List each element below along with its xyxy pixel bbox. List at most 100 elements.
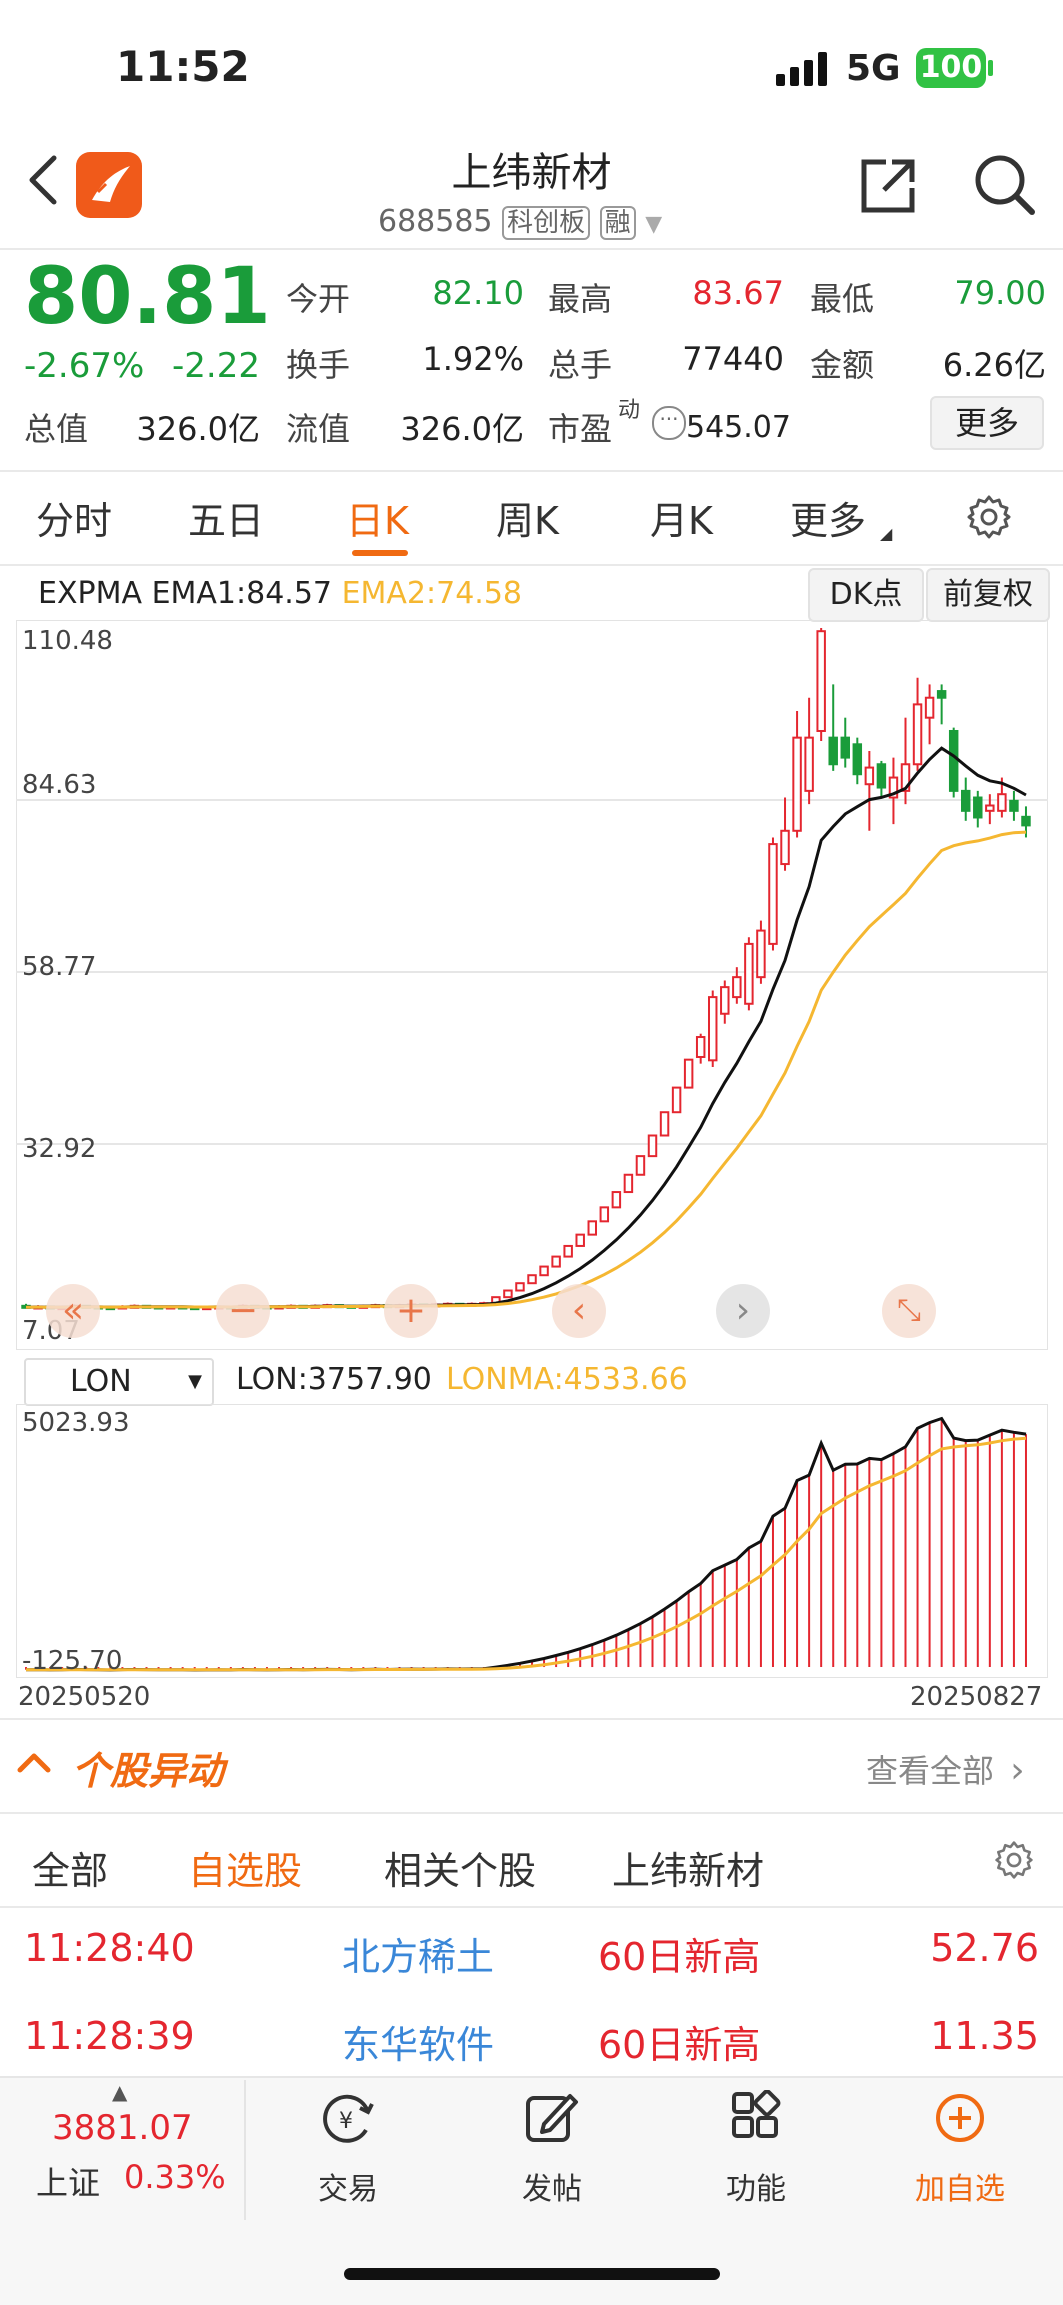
tab-more[interactable]: 更多 [790, 499, 867, 543]
sub-chart-frame [16, 1404, 1048, 1678]
candle-body [587, 1220, 597, 1236]
movement-tab-all[interactable]: 全部 [32, 1849, 109, 1893]
candle-body [527, 1274, 537, 1285]
dk-point-button[interactable]: DK点 [808, 568, 924, 622]
lon-line [25, 1416, 1027, 1672]
stock-code-row: 688585 科创板 融 ▼ [378, 202, 663, 240]
tab-daily-k[interactable]: 日K [346, 499, 409, 543]
row-stock-name[interactable]: 北方稀土 [342, 1935, 495, 1979]
rewind-fast-icon[interactable]: « [46, 1284, 100, 1338]
ema1-line [25, 746, 1027, 1309]
stock-code: 688585 [378, 204, 493, 239]
index-value: 3881.07 [52, 2108, 193, 2148]
candle-body [635, 1155, 646, 1176]
open-value: 82.10 [432, 274, 524, 312]
movement-title: 个股异动 [72, 1749, 225, 1793]
candle-body [1009, 799, 1019, 812]
kline-chart[interactable] [16, 620, 1048, 1350]
candle-body [515, 1282, 525, 1292]
candle-body [551, 1255, 561, 1268]
battery-tip [988, 60, 993, 76]
movement-row[interactable]: 11:28:40 北方稀土 60日新高 52.76 [0, 1926, 1063, 2012]
chevron-right-icon: › [1010, 1750, 1025, 1791]
tab-five-day[interactable]: 五日 [188, 499, 265, 543]
tab-weekly-k[interactable]: 周K [496, 499, 559, 543]
lon-chart[interactable] [16, 1404, 1048, 1678]
index-widget[interactable]: ▲ 3881.07 上证 0.33% [0, 2080, 246, 2220]
candle-body [744, 942, 754, 1005]
movement-tab-related[interactable]: 相关个股 [384, 1849, 537, 1893]
adjust-button[interactable]: 前复权 [926, 568, 1050, 622]
candle-body [539, 1265, 549, 1277]
tab-monthly-k[interactable]: 月K [650, 499, 713, 543]
axis-label-top: 110.48 [22, 626, 113, 656]
zoom-in-icon[interactable]: + [384, 1284, 438, 1338]
search-icon[interactable] [972, 152, 1038, 218]
candle-body [780, 829, 790, 866]
movement-row[interactable]: 11:28:39 东华软件 60日新高 11.35 [0, 2014, 1063, 2100]
zoom-out-icon[interactable]: − [216, 1284, 270, 1338]
collapse-icon[interactable] [14, 1742, 54, 1782]
volume-label: 总手 [548, 346, 613, 384]
float-label: 流值 [286, 410, 351, 448]
pe-value: 545.07 [686, 410, 791, 445]
index-arrow-icon: ▲ [112, 2080, 128, 2104]
fullscreen-icon[interactable]: ⤡ [882, 1284, 936, 1338]
nav-functions[interactable]: 功能 [676, 2089, 836, 2208]
candle-body [768, 843, 778, 945]
lonma-value: LONMA:4533.66 [446, 1362, 688, 1397]
share-icon[interactable] [856, 154, 920, 218]
select-caret-icon: ▼ [188, 1371, 202, 1392]
candle-body [864, 766, 875, 786]
low-label: 最低 [810, 280, 875, 318]
active-tab-underline [352, 550, 408, 556]
post-icon [472, 2090, 632, 2160]
view-all-link[interactable]: 查看全部 › [866, 1746, 1025, 1792]
change-pct: -2.67% [24, 346, 145, 386]
candle-body [575, 1233, 585, 1247]
movement-tab-stock[interactable]: 上纬新材 [612, 1849, 765, 1893]
prev-icon[interactable]: ‹ [552, 1284, 606, 1338]
index-pct: 0.33% [124, 2158, 226, 2196]
sub-indicator-value: LON [70, 1364, 132, 1399]
sub-indicator-select[interactable]: LON ▼ [24, 1358, 214, 1406]
trade-icon: ¥ [268, 2090, 428, 2160]
settings-icon[interactable] [966, 494, 1012, 540]
row-stock-name[interactable]: 东华软件 [342, 2023, 495, 2067]
more-corner-icon: ◢ [880, 524, 893, 543]
nav-add-watch[interactable]: 加自选 [880, 2090, 1040, 2208]
pe-more-icon[interactable]: ··· [652, 406, 686, 440]
change-abs: -2.22 [172, 346, 260, 386]
lon-axis-top: 5023.93 [22, 1408, 130, 1438]
open-label: 今开 [286, 280, 351, 318]
axis-label-2: 84.63 [22, 770, 97, 800]
chart-frame [16, 620, 1048, 1350]
next-icon[interactable]: › [716, 1284, 770, 1338]
candle-body [840, 736, 850, 759]
status-time: 11:52 [116, 42, 250, 91]
low-value: 79.00 [954, 274, 1046, 312]
candle-body [948, 729, 959, 792]
nav-post[interactable]: 发帖 [472, 2090, 632, 2208]
high-value: 83.67 [692, 274, 784, 312]
mktcap-label: 总值 [24, 410, 89, 448]
candle-body [961, 789, 971, 812]
board-badge: 科创板 [502, 206, 591, 240]
back-icon[interactable] [22, 150, 62, 210]
nav-trade[interactable]: ¥ 交易 [268, 2090, 428, 2208]
float-value: 326.0亿 [400, 410, 524, 448]
view-all-label: 查看全部 [866, 1752, 995, 1790]
candle-body [804, 736, 814, 792]
indicator-legend: EXPMA EMA1:84.57 EMA2:74.58 [38, 576, 522, 611]
movement-settings-icon[interactable] [994, 1840, 1034, 1880]
movement-tab-watchlist[interactable]: 自选股 [188, 1849, 303, 1893]
battery-icon: 100 [916, 48, 986, 88]
dropdown-icon[interactable]: ▼ [645, 212, 663, 237]
more-button[interactable]: 更多 [930, 396, 1044, 450]
amount-value: 6.26亿 [942, 346, 1046, 384]
candle-body [997, 793, 1007, 812]
turnover-label: 换手 [286, 346, 351, 384]
home-indicator [344, 2268, 720, 2280]
index-name: 上证 [36, 2164, 101, 2202]
tab-intraday[interactable]: 分时 [36, 499, 113, 543]
